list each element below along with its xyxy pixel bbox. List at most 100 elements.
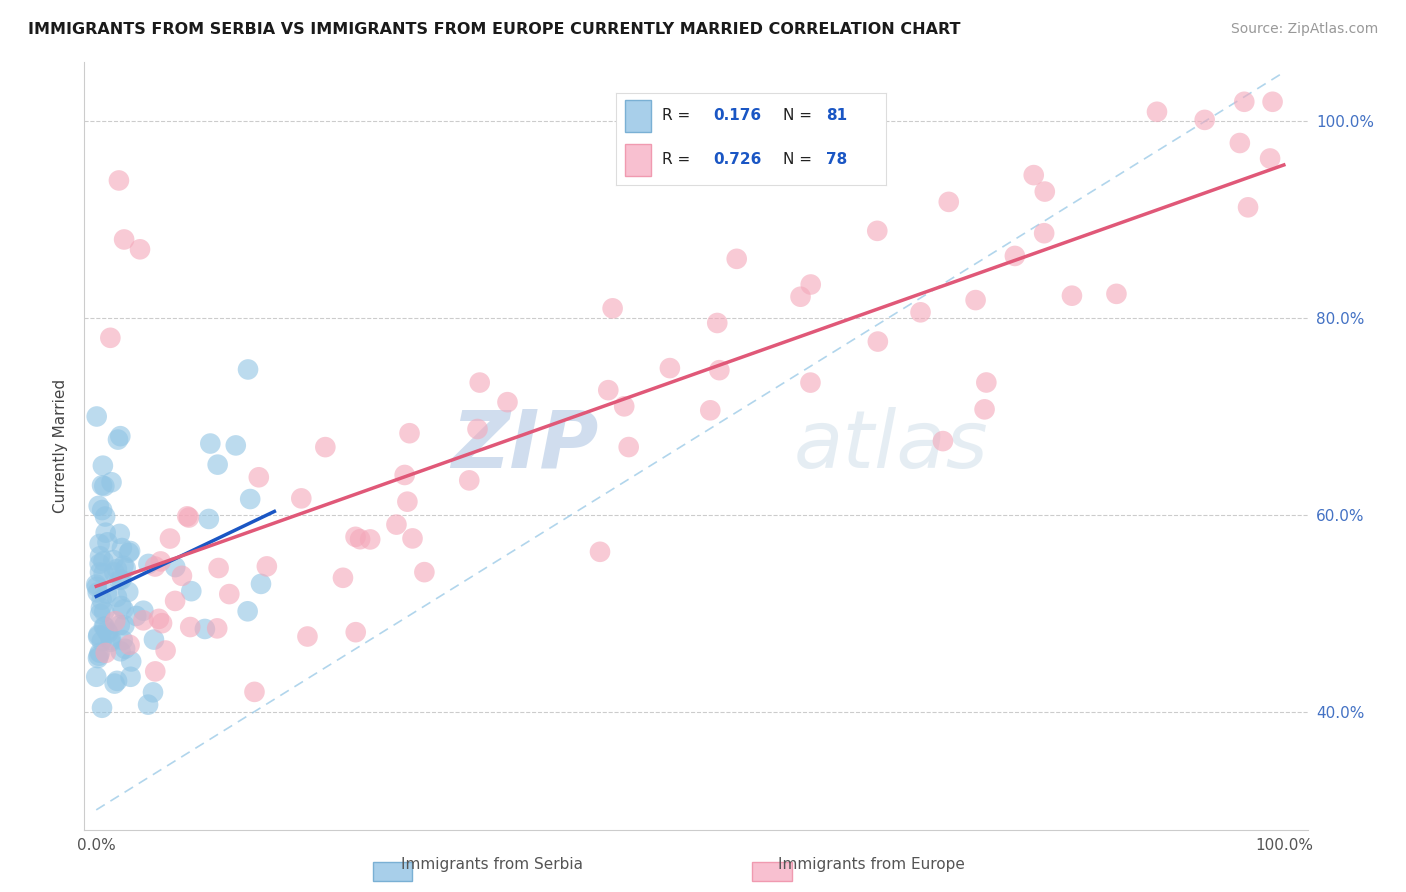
Point: [976, 376, 998, 390]
Point: [1033, 185, 1056, 199]
Point: [602, 301, 624, 316]
Point: [236, 362, 259, 376]
Point: [159, 532, 181, 546]
Point: [699, 403, 721, 417]
Point: [110, 573, 132, 587]
Point: [910, 305, 932, 319]
Point: [467, 422, 489, 436]
Point: [1258, 152, 1281, 166]
Point: [239, 491, 262, 506]
Text: IMMIGRANTS FROM SERBIA VS IMMIGRANTS FROM EUROPE CURRENTLY MARRIED CORRELATION C: IMMIGRANTS FROM SERBIA VS IMMIGRANTS FRO…: [28, 22, 960, 37]
Point: [86, 580, 108, 594]
Point: [114, 561, 136, 575]
Point: [1229, 136, 1251, 150]
Point: [617, 440, 640, 454]
Point: [120, 670, 142, 684]
Point: [94, 620, 117, 634]
Point: [90, 592, 112, 607]
Point: [205, 621, 228, 635]
Point: [243, 685, 266, 699]
Point: [589, 545, 612, 559]
Point: [496, 395, 519, 409]
Point: [398, 426, 420, 441]
Point: [86, 409, 108, 424]
Text: ZIP: ZIP: [451, 407, 598, 485]
Point: [89, 566, 111, 580]
Point: [1105, 286, 1128, 301]
Point: [149, 554, 172, 568]
Point: [90, 634, 112, 648]
Point: [91, 700, 114, 714]
Point: [132, 613, 155, 627]
Point: [112, 232, 135, 246]
Point: [96, 535, 118, 549]
Point: [89, 549, 111, 564]
Point: [250, 577, 273, 591]
Point: [1146, 104, 1168, 119]
Point: [138, 557, 160, 571]
Point: [111, 541, 134, 555]
Point: [1060, 289, 1083, 303]
Point: [118, 638, 141, 652]
Point: [89, 646, 111, 660]
Point: [1004, 249, 1026, 263]
Point: [87, 628, 110, 642]
Point: [84, 577, 107, 591]
Point: [96, 587, 118, 601]
Point: [93, 554, 115, 568]
Text: atlas: atlas: [794, 407, 988, 485]
Point: [866, 334, 889, 349]
Point: [132, 604, 155, 618]
Point: [725, 252, 748, 266]
Point: [84, 670, 107, 684]
Point: [94, 525, 117, 540]
Point: [91, 478, 114, 492]
Point: [96, 624, 118, 639]
Point: [89, 557, 111, 571]
Point: [198, 512, 221, 526]
Point: [1237, 200, 1260, 214]
Point: [129, 242, 152, 256]
Point: [108, 573, 131, 587]
Point: [200, 436, 222, 450]
Point: [104, 676, 127, 690]
Point: [117, 585, 139, 599]
Point: [91, 458, 114, 473]
Point: [1033, 226, 1056, 240]
Point: [114, 618, 136, 632]
Point: [136, 698, 159, 712]
Point: [105, 590, 128, 604]
Point: [709, 363, 731, 377]
Point: [344, 530, 367, 544]
Point: [125, 608, 148, 623]
Point: [148, 612, 170, 626]
Point: [180, 584, 202, 599]
Point: [179, 620, 201, 634]
Point: [89, 607, 111, 621]
Point: [247, 470, 270, 484]
Point: [1261, 95, 1284, 109]
Point: [118, 546, 141, 560]
Point: [110, 429, 132, 443]
Point: [93, 605, 115, 619]
Point: [107, 433, 129, 447]
Point: [87, 499, 110, 513]
Point: [110, 599, 132, 613]
Point: [110, 644, 132, 658]
Point: [112, 602, 135, 616]
Point: [866, 224, 889, 238]
Point: [207, 561, 229, 575]
Point: [105, 562, 128, 576]
Point: [93, 620, 115, 634]
Point: [108, 527, 131, 541]
Point: [100, 635, 122, 649]
Point: [100, 475, 122, 490]
Point: [91, 503, 114, 517]
Point: [965, 293, 987, 307]
Point: [973, 402, 995, 417]
Point: [218, 587, 240, 601]
Point: [349, 532, 371, 546]
Point: [932, 434, 955, 449]
Point: [94, 646, 117, 660]
Point: [413, 565, 436, 579]
